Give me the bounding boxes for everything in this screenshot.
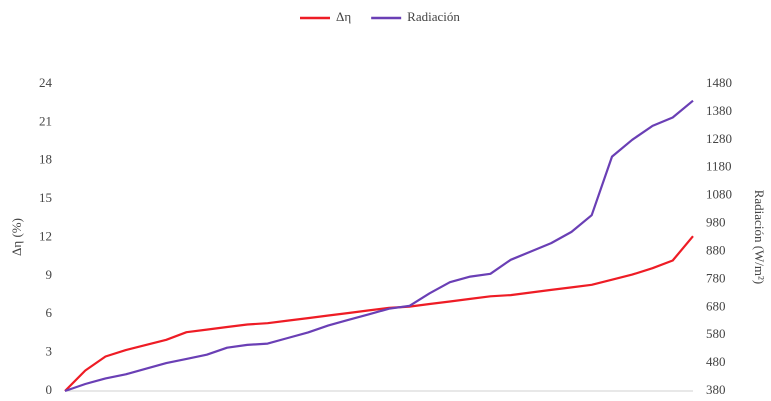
y2-axis-title: Radiación (W/m²) <box>752 190 767 285</box>
y-tick-label: 9 <box>46 267 53 282</box>
y-tick-label: 21 <box>39 113 52 128</box>
y-tick-label: 12 <box>39 228 52 243</box>
y2-tick-label: 1180 <box>706 159 732 174</box>
y2-tick-label: 1080 <box>706 187 732 202</box>
y-tick-label: 3 <box>46 344 53 359</box>
y-tick-label: 6 <box>46 305 53 320</box>
y-tick-label: 15 <box>39 190 52 205</box>
y2-tick-label: 580 <box>706 326 726 341</box>
y2-tick-label: 1280 <box>706 131 732 146</box>
series-line <box>64 235 694 392</box>
y2-tick-label: 980 <box>706 215 726 230</box>
series-line <box>64 99 694 393</box>
y2-tick-label: 380 <box>706 382 726 397</box>
y2-tick-label: 1380 <box>706 103 732 118</box>
legend-label: Radiación <box>407 9 460 24</box>
y2-tick-label: 880 <box>706 242 726 257</box>
y-tick-label: 24 <box>39 75 53 90</box>
y-tick-label: 0 <box>46 382 53 397</box>
y-axis-title: Δη (%) <box>9 218 24 256</box>
legend-label: Δη <box>336 9 351 24</box>
y2-tick-label: 780 <box>706 270 726 285</box>
y2-tick-label: 1480 <box>706 75 732 90</box>
y2-tick-label: 480 <box>706 354 726 369</box>
y2-tick-label: 680 <box>706 298 726 313</box>
y-tick-label: 18 <box>39 152 52 167</box>
